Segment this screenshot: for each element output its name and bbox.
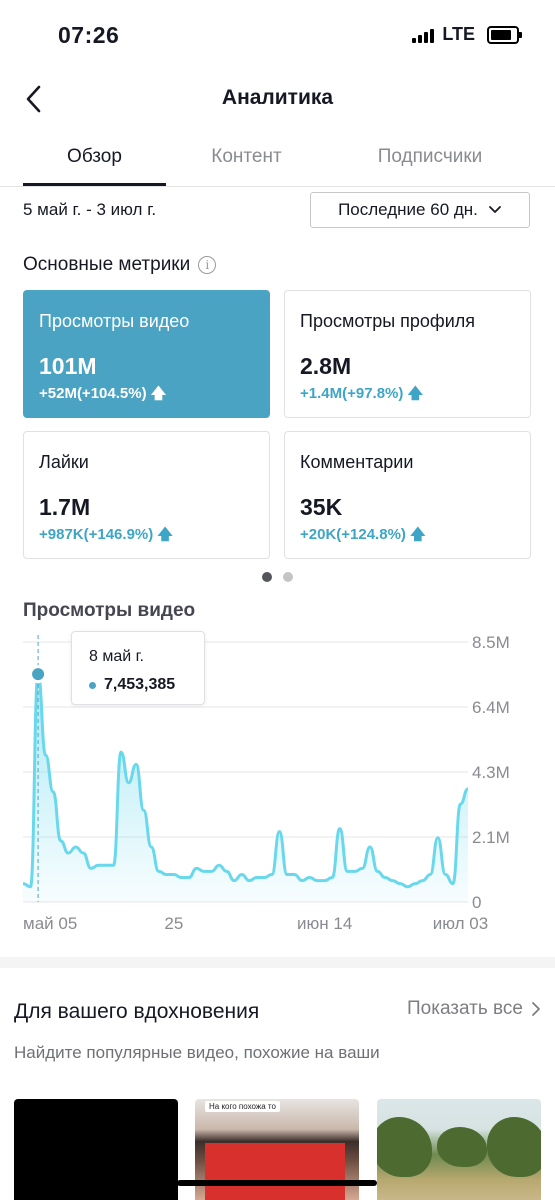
signal-icon	[412, 27, 435, 43]
page-indicator	[0, 572, 555, 582]
metric-label: Просмотры профиля	[300, 311, 476, 331]
metric-value: 35K	[300, 494, 343, 520]
y-tick-label: 8.5M	[472, 633, 510, 652]
thumbnail-graphic	[377, 1117, 432, 1177]
metric-delta: +52M(+104.5%) 🡅	[39, 385, 167, 402]
video-views-chart[interactable]: 8.5M 6.4M 4.3M 2.1M 0 май 05 25 июн 14 июл 03	[0, 625, 555, 945]
tab-overview[interactable]: Обзор	[67, 146, 122, 167]
chevron-down-icon	[489, 206, 501, 213]
inspiration-subtitle: Найдите популярные видео, похожие на ваш…	[14, 1043, 380, 1062]
active-tab-indicator	[23, 183, 166, 186]
metric-label: Просмотры видео	[39, 311, 190, 331]
x-tick-label: июл 03	[433, 914, 488, 933]
chart-tooltip: 8 май г. 7,453,385	[71, 631, 205, 705]
inspiration-title: Для вашего вдохновения	[14, 1000, 260, 1023]
back-button[interactable]	[20, 84, 50, 114]
x-tick-label: май 05	[23, 914, 77, 933]
metric-value: 1.7M	[39, 494, 91, 520]
network-type: LTE	[442, 24, 475, 44]
thumbnail-graphic	[205, 1143, 345, 1200]
arrow-up-icon: 🡅	[157, 526, 173, 543]
show-all-label: Показать все	[407, 998, 523, 1019]
metric-delta: +987K(+146.9%) 🡅	[39, 526, 173, 543]
y-tick-label: 4.3M	[472, 763, 510, 782]
tooltip-date: 8 май г.	[89, 648, 144, 665]
page-dot-2[interactable]	[283, 572, 293, 582]
video-thumbnail[interactable]	[14, 1099, 178, 1200]
metric-card-comments[interactable]: Комментарии 35K +20K(+124.8%) 🡅	[284, 431, 531, 559]
period-dropdown-value: Последние 60 дн.	[338, 200, 478, 219]
metrics-title: Основные метрики	[23, 254, 191, 275]
tooltip-value: 7,453,385	[104, 676, 176, 693]
home-indicator	[177, 1180, 377, 1186]
x-tick-label: июн 14	[297, 914, 352, 933]
metric-label: Лайки	[39, 452, 89, 472]
status-indicators: LTE	[412, 24, 522, 45]
series-dot-icon	[89, 681, 96, 689]
y-tick-label: 2.1M	[472, 828, 510, 847]
tab-content[interactable]: Контент	[211, 146, 282, 167]
tab-followers[interactable]: Подписчики	[377, 146, 483, 167]
date-range: 5 май г. - 3 июл г.	[23, 200, 157, 219]
thumbnail-graphic	[487, 1117, 541, 1177]
metric-card-profile-views[interactable]: Просмотры профиля 2.8M +1.4M(+97.8%) 🡅	[284, 290, 531, 418]
metrics-heading: Основные метрики i	[23, 254, 217, 276]
chart-title: Просмотры видео	[23, 600, 196, 621]
metric-card-video-views[interactable]: Просмотры видео 101M +52M(+104.5%) 🡅	[23, 290, 270, 418]
chevron-left-icon	[26, 85, 41, 113]
section-divider	[0, 957, 555, 968]
page-title: Аналитика	[221, 86, 334, 109]
info-icon[interactable]: i	[198, 256, 217, 274]
chevron-right-icon	[532, 1002, 540, 1016]
metric-value: 101M	[39, 353, 97, 379]
metric-label: Комментарии	[300, 452, 414, 472]
y-tick-label: 6.4M	[472, 698, 510, 717]
arrow-up-icon: 🡅	[407, 385, 423, 402]
metric-delta: +20K(+124.8%) 🡅	[300, 526, 426, 543]
series-line	[22, 672, 469, 889]
arrow-up-icon: 🡅	[410, 526, 426, 543]
x-tick-label: 25	[164, 914, 183, 933]
arrow-up-icon: 🡅	[150, 385, 167, 402]
metric-delta: +1.4M(+97.8%) 🡅	[300, 385, 423, 402]
thumbnail-graphic	[437, 1127, 487, 1167]
period-dropdown[interactable]: Последние 60 дн.	[310, 192, 530, 228]
metric-card-likes[interactable]: Лайки 1.7M +987K(+146.9%) 🡅	[23, 431, 270, 559]
page-dot-1[interactable]	[262, 572, 272, 582]
y-tick-label: 0	[472, 893, 481, 912]
battery-icon	[487, 25, 522, 44]
metric-value: 2.8M	[300, 353, 352, 379]
video-thumbnail[interactable]	[377, 1099, 541, 1200]
series-area	[23, 674, 468, 902]
tooltip-value-row: 7,453,385	[89, 676, 175, 694]
tab-bar: Обзор Контент Подписчики	[0, 140, 555, 187]
highlight-point	[32, 668, 45, 681]
show-all-link[interactable]: Показать все	[407, 998, 541, 1020]
status-time: 07:26	[58, 22, 120, 48]
thumbnail-caption: На кого похожа то	[205, 1101, 280, 1112]
